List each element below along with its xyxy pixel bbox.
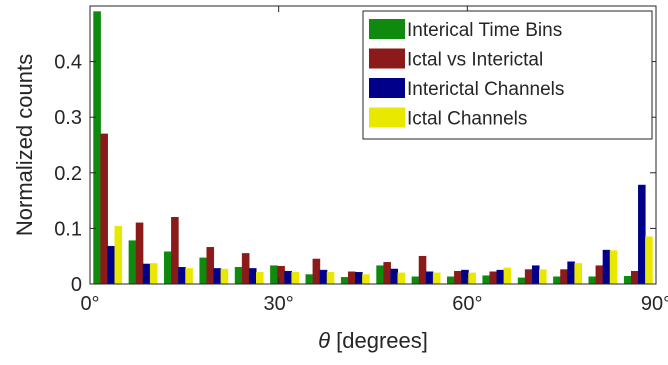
bar-4-bin-16 xyxy=(645,236,653,285)
bar-3-bin-7 xyxy=(319,269,328,285)
bar-2-bin-10 xyxy=(418,255,427,285)
y-tick-label: 0.2 xyxy=(54,163,82,185)
bar-4-bin-15 xyxy=(609,250,618,285)
bar-1-bin-15 xyxy=(588,276,597,285)
y-tick-label: 0.1 xyxy=(54,218,82,240)
bar-2-bin-1 xyxy=(100,133,108,285)
bar-4-bin-7 xyxy=(326,272,335,285)
bar-1-bin-10 xyxy=(411,276,420,285)
y-tick-label: 0.3 xyxy=(54,107,82,129)
bar-1-bin-1 xyxy=(93,11,101,285)
bar-2-bin-13 xyxy=(524,269,533,285)
bar-4-bin-6 xyxy=(291,272,299,285)
legend-label: Interictal Channels xyxy=(407,79,564,100)
bar-3-bin-14 xyxy=(567,261,575,285)
x-axis-title: θ [degrees] xyxy=(318,328,428,353)
legend-swatch xyxy=(369,48,405,69)
bar-2-bin-12 xyxy=(489,271,498,285)
bar-4-bin-5 xyxy=(256,272,264,285)
y-tick-label: 0.4 xyxy=(54,52,82,74)
bar-2-bin-15 xyxy=(595,265,604,285)
legend-box xyxy=(362,10,653,140)
legend-swatch xyxy=(369,78,405,98)
bar-2-bin-9 xyxy=(383,262,391,285)
bar-1-bin-3 xyxy=(164,251,172,285)
bar-4-bin-2 xyxy=(149,263,158,285)
bar-4-bin-11 xyxy=(468,272,476,285)
bar-3-bin-3 xyxy=(178,267,186,285)
bar-3-bin-1 xyxy=(107,245,116,285)
bar-1-bin-6 xyxy=(270,265,278,285)
legend-label: Ictal Channels xyxy=(407,109,527,130)
x-tick-label: 0° xyxy=(80,293,99,315)
legend-swatch xyxy=(369,19,405,39)
legend-label: Ictal vs Interictal xyxy=(407,50,543,71)
bar-3-bin-8 xyxy=(355,272,363,285)
bar-2-bin-14 xyxy=(560,269,568,285)
bar-1-bin-9 xyxy=(376,265,384,285)
bar-2-bin-3 xyxy=(171,217,179,285)
bar-3-bin-2 xyxy=(142,263,151,285)
bar-3-bin-9 xyxy=(390,268,399,285)
bar-4-bin-1 xyxy=(114,225,123,285)
bar-4-bin-12 xyxy=(503,267,512,285)
bar-3-bin-5 xyxy=(248,268,257,285)
bar-3-bin-4 xyxy=(213,268,222,285)
bar-4-bin-8 xyxy=(362,274,370,285)
bar-2-bin-7 xyxy=(312,258,321,285)
bar-1-bin-7 xyxy=(305,274,314,285)
bar-1-bin-8 xyxy=(340,277,349,285)
legend-swatch xyxy=(369,107,405,128)
bar-2-bin-2 xyxy=(135,222,144,285)
x-axis-unit: [degrees] xyxy=(330,328,428,353)
bar-4-bin-14 xyxy=(574,263,582,285)
bar-1-bin-11 xyxy=(447,276,455,285)
bar-3-bin-13 xyxy=(531,265,540,285)
bar-2-bin-8 xyxy=(347,271,356,285)
bars-layer xyxy=(93,11,653,285)
y-tick-label: 0 xyxy=(71,274,82,296)
bar-3-bin-10 xyxy=(425,271,434,285)
bar-3-bin-16 xyxy=(638,184,646,285)
bar-2-bin-16 xyxy=(630,270,639,285)
bar-4-bin-10 xyxy=(432,272,441,285)
bar-1-bin-4 xyxy=(199,257,207,285)
bar-1-bin-13 xyxy=(517,277,526,285)
legend-label: Interical Time Bins xyxy=(407,20,562,41)
bar-1-bin-14 xyxy=(553,276,561,285)
bar-1-bin-5 xyxy=(234,267,243,285)
x-axis-symbol: θ xyxy=(318,328,330,353)
x-tick-label: 60° xyxy=(452,293,482,315)
x-tick-label: 30° xyxy=(264,293,294,315)
bar-2-bin-4 xyxy=(206,247,215,285)
legend: Interical Time Bins Ictal vs Interictal In… xyxy=(362,10,653,140)
bar-1-bin-12 xyxy=(482,275,490,285)
bar-4-bin-9 xyxy=(397,272,406,285)
bar-1-bin-2 xyxy=(128,240,137,285)
bar-3-bin-6 xyxy=(284,270,292,285)
bar-4-bin-3 xyxy=(185,268,193,285)
bar-4-bin-4 xyxy=(220,268,229,285)
bar-4-bin-13 xyxy=(539,269,547,285)
y-axis-title: Normalized counts xyxy=(12,54,37,236)
bar-3-bin-15 xyxy=(602,249,611,285)
bar-1-bin-16 xyxy=(623,275,632,285)
bar-2-bin-11 xyxy=(454,270,462,285)
x-tick-label: 90° xyxy=(641,293,668,315)
bar-2-bin-5 xyxy=(241,253,250,285)
bar-3-bin-12 xyxy=(496,269,505,285)
plot-frame xyxy=(89,5,657,285)
